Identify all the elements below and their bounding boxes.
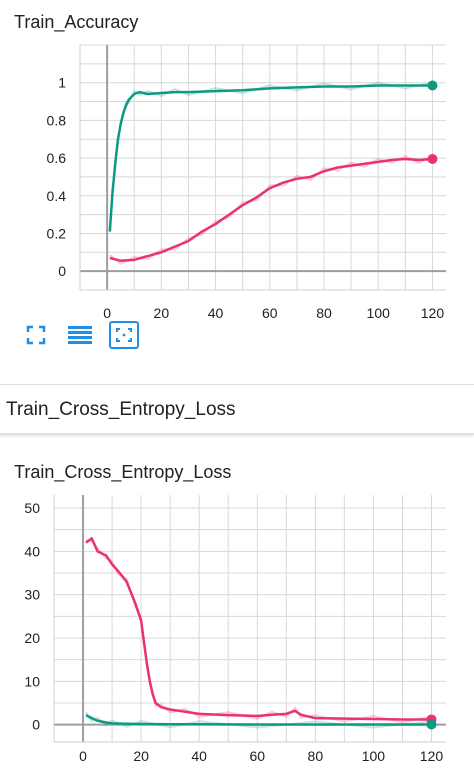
x-tick-label: 80 (316, 305, 332, 321)
series-line[interactable] (108, 84, 433, 232)
y-tick-label: 0.4 (47, 188, 67, 204)
toggle-log-scale-icon (68, 326, 92, 344)
section-header[interactable]: Train_Cross_Entropy_Loss (0, 384, 474, 435)
series-endpoint[interactable] (427, 154, 438, 165)
x-tick-label: 80 (308, 748, 324, 764)
y-tick-label: 0.8 (47, 112, 67, 128)
y-tick-label: 40 (24, 543, 40, 559)
x-tick-label: 60 (262, 305, 278, 321)
log-scale-button[interactable] (66, 322, 94, 348)
x-tick-label: 120 (420, 748, 444, 764)
x-tick-label: 100 (367, 305, 391, 321)
loss-chart-svg[interactable]: 0 10 20 30 40 50 0 20 40 60 80 100 120 (0, 490, 474, 769)
fullscreen-button[interactable] (22, 322, 50, 348)
series-raw-line (85, 711, 432, 729)
y-tick-label: 0.6 (47, 150, 67, 166)
chart-title-loss: Train_Cross_Entropy_Loss (14, 462, 232, 482)
y-tick-label: 1 (58, 75, 66, 91)
y-tick-label: 0 (32, 717, 40, 733)
series-line[interactable] (85, 714, 432, 726)
series-endpoint[interactable] (426, 719, 437, 730)
chart-title-accuracy: Train_Accuracy (14, 12, 139, 32)
accuracy-chart-svg[interactable]: 0 0.2 0.4 0.6 0.8 1 0 20 40 60 80 100 120 (0, 40, 474, 322)
series-raw-line (85, 538, 432, 724)
x-tick-label: 100 (362, 748, 386, 764)
series-line[interactable] (85, 537, 432, 721)
x-tick-label: 0 (79, 748, 87, 764)
chart-toolbar (22, 321, 139, 349)
section-title: Train_Cross_Entropy_Loss (6, 399, 236, 420)
series-raw-line (108, 81, 433, 229)
series-line[interactable] (109, 157, 433, 263)
x-tick-label: 120 (421, 305, 445, 321)
x-tick-label: 40 (191, 748, 207, 764)
series-raw-line (109, 154, 433, 265)
x-tick-label: 60 (249, 748, 265, 764)
fit-domain-button[interactable] (109, 321, 139, 349)
y-tick-label: 0.2 (47, 225, 67, 241)
x-tick-label: 20 (154, 305, 170, 321)
y-tick-label: 20 (24, 630, 40, 646)
x-tick-label: 40 (208, 305, 224, 321)
y-tick-label: 50 (24, 500, 40, 516)
fit-domain-icon (116, 328, 132, 342)
loss-chart[interactable]: 0 10 20 30 40 50 0 20 40 60 80 100 120 (0, 490, 474, 769)
y-tick-label: 0 (58, 263, 66, 279)
x-tick-label: 20 (133, 748, 149, 764)
y-tick-label: 30 (24, 587, 40, 603)
series-endpoint[interactable] (427, 80, 438, 91)
fullscreen-icon (26, 325, 46, 345)
x-tick-label: 0 (103, 305, 111, 321)
y-tick-label: 10 (24, 673, 40, 689)
accuracy-chart[interactable]: 0 0.2 0.4 0.6 0.8 1 0 20 40 60 80 100 120 (0, 40, 474, 322)
